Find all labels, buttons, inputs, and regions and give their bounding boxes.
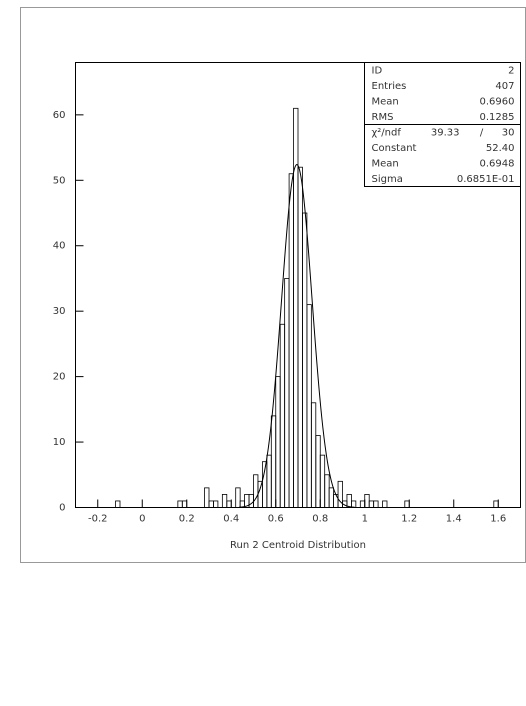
x-tick-label: 0 [139,514,145,525]
bar [337,480,343,508]
stats-value: 0.6960 [480,96,515,107]
bar [235,487,241,508]
bar [208,500,214,508]
bar [177,500,183,508]
y-tick-label: 30 [53,306,66,317]
chi2-name: χ²/ndf [372,127,402,138]
bar [288,173,294,508]
stats-name: Mean [372,96,399,107]
bar [382,500,388,508]
bar [181,500,188,508]
chi2-value: 39.33 [431,127,460,138]
fit-param-value: 52.40 [486,143,515,154]
x-tick-label: -0.2 [88,514,108,525]
y-tick-label: 0 [59,503,65,514]
y-tick-label: 20 [53,372,66,383]
bar [364,494,370,508]
bar [346,494,352,508]
fit-param-name: Mean [372,158,399,169]
bar [204,487,210,508]
x-tick-label: 1.6 [490,514,506,525]
chi2-sep: / [480,127,484,138]
fit-param-value: 0.6948 [480,158,515,169]
bar [279,323,286,508]
x-tick-label: 0.6 [268,514,284,525]
bar [248,494,254,508]
stats-name: RMS [372,112,394,123]
x-tick-label: 0.2 [179,514,195,525]
stats-value: 2 [508,65,514,76]
fit-param-name: Constant [372,143,417,154]
bar [373,500,379,508]
x-tick-label: 0.8 [312,514,328,525]
y-tick-label: 50 [53,175,66,186]
x-tick-label: 1.4 [446,514,462,525]
bar [257,480,263,508]
bar [213,500,219,508]
fit-param-name: Sigma [372,174,403,185]
x-tick-label: 0.4 [223,514,239,525]
stats-value: 0.1285 [480,112,515,123]
bar [284,278,290,508]
y-tick-label: 10 [53,437,66,448]
bar [226,500,232,508]
bar [266,454,272,508]
stats-name: Entries [372,81,407,92]
bar [115,500,121,508]
bar [310,402,317,508]
bar [328,487,334,508]
bar [493,500,499,508]
bar [368,500,375,508]
chi2-ndf: 30 [502,127,515,138]
bar [302,212,308,508]
bar [319,454,326,508]
x-tick-label: 1.2 [401,514,417,525]
stats-value: 407 [495,81,514,92]
y-tick-label: 60 [53,110,66,121]
bar [359,500,366,508]
y-tick-label: 40 [53,241,66,252]
bar [297,166,303,508]
bar [221,494,228,508]
bar [253,474,259,508]
x-tick-label: 1 [362,514,368,525]
bar [306,304,312,508]
fit-param-value: 0.6851E-01 [457,174,515,185]
stats-name: ID [372,65,383,76]
bar [404,500,410,508]
bar [275,376,281,508]
bar [333,494,339,508]
fit-curve [238,164,355,508]
bar [324,474,330,508]
bar [270,415,277,508]
x-axis-label: Run 2 Centroid Distribution [230,540,366,551]
bar [315,435,321,508]
